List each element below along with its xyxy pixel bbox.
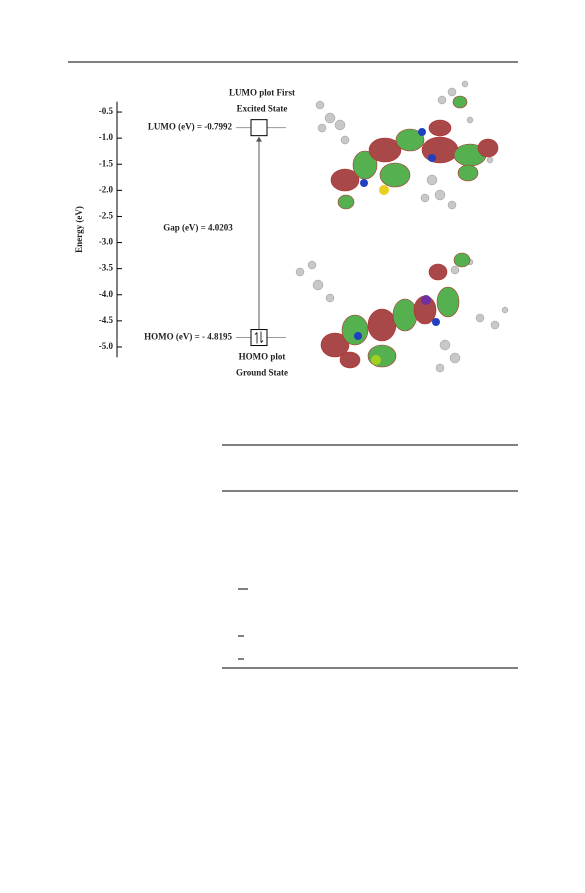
lumo-caption: LUMO plot First: [229, 88, 295, 98]
y-tick-label: -3.0: [99, 237, 114, 247]
level-label: HOMO (eV) = - 4.8195: [144, 332, 232, 342]
y-tick-label: -1.5: [99, 158, 114, 168]
y-tick-label: -2.0: [99, 184, 114, 194]
y-tick-label: -3.5: [99, 263, 114, 273]
homo-caption: Ground State: [236, 368, 288, 378]
y-tick-label: -4.0: [99, 289, 114, 299]
lumo-orbital-image: [315, 80, 499, 210]
lumo-caption: Excited State: [237, 104, 288, 114]
gap-label: Gap (eV) = 4.0203: [163, 223, 233, 233]
homo-orbital-image: [295, 252, 509, 373]
y-tick-label: -4.5: [99, 315, 114, 325]
y-tick-label: -0.5: [99, 106, 114, 116]
arrow-head: [256, 136, 262, 142]
level-label: LUMO (eV) = -0.7992: [148, 122, 233, 132]
y-tick-label: -5.0: [99, 341, 114, 351]
electron-arrows: [254, 331, 264, 344]
orbital-box: [250, 119, 268, 137]
homo-caption: HOMO plot: [239, 352, 286, 362]
table-rules: [222, 444, 518, 669]
orbital-box: [250, 329, 268, 347]
y-tick-label: -2.5: [99, 211, 114, 221]
y-axis-label: Energy (eV): [74, 206, 84, 253]
y-tick-label: -1.0: [99, 132, 114, 142]
